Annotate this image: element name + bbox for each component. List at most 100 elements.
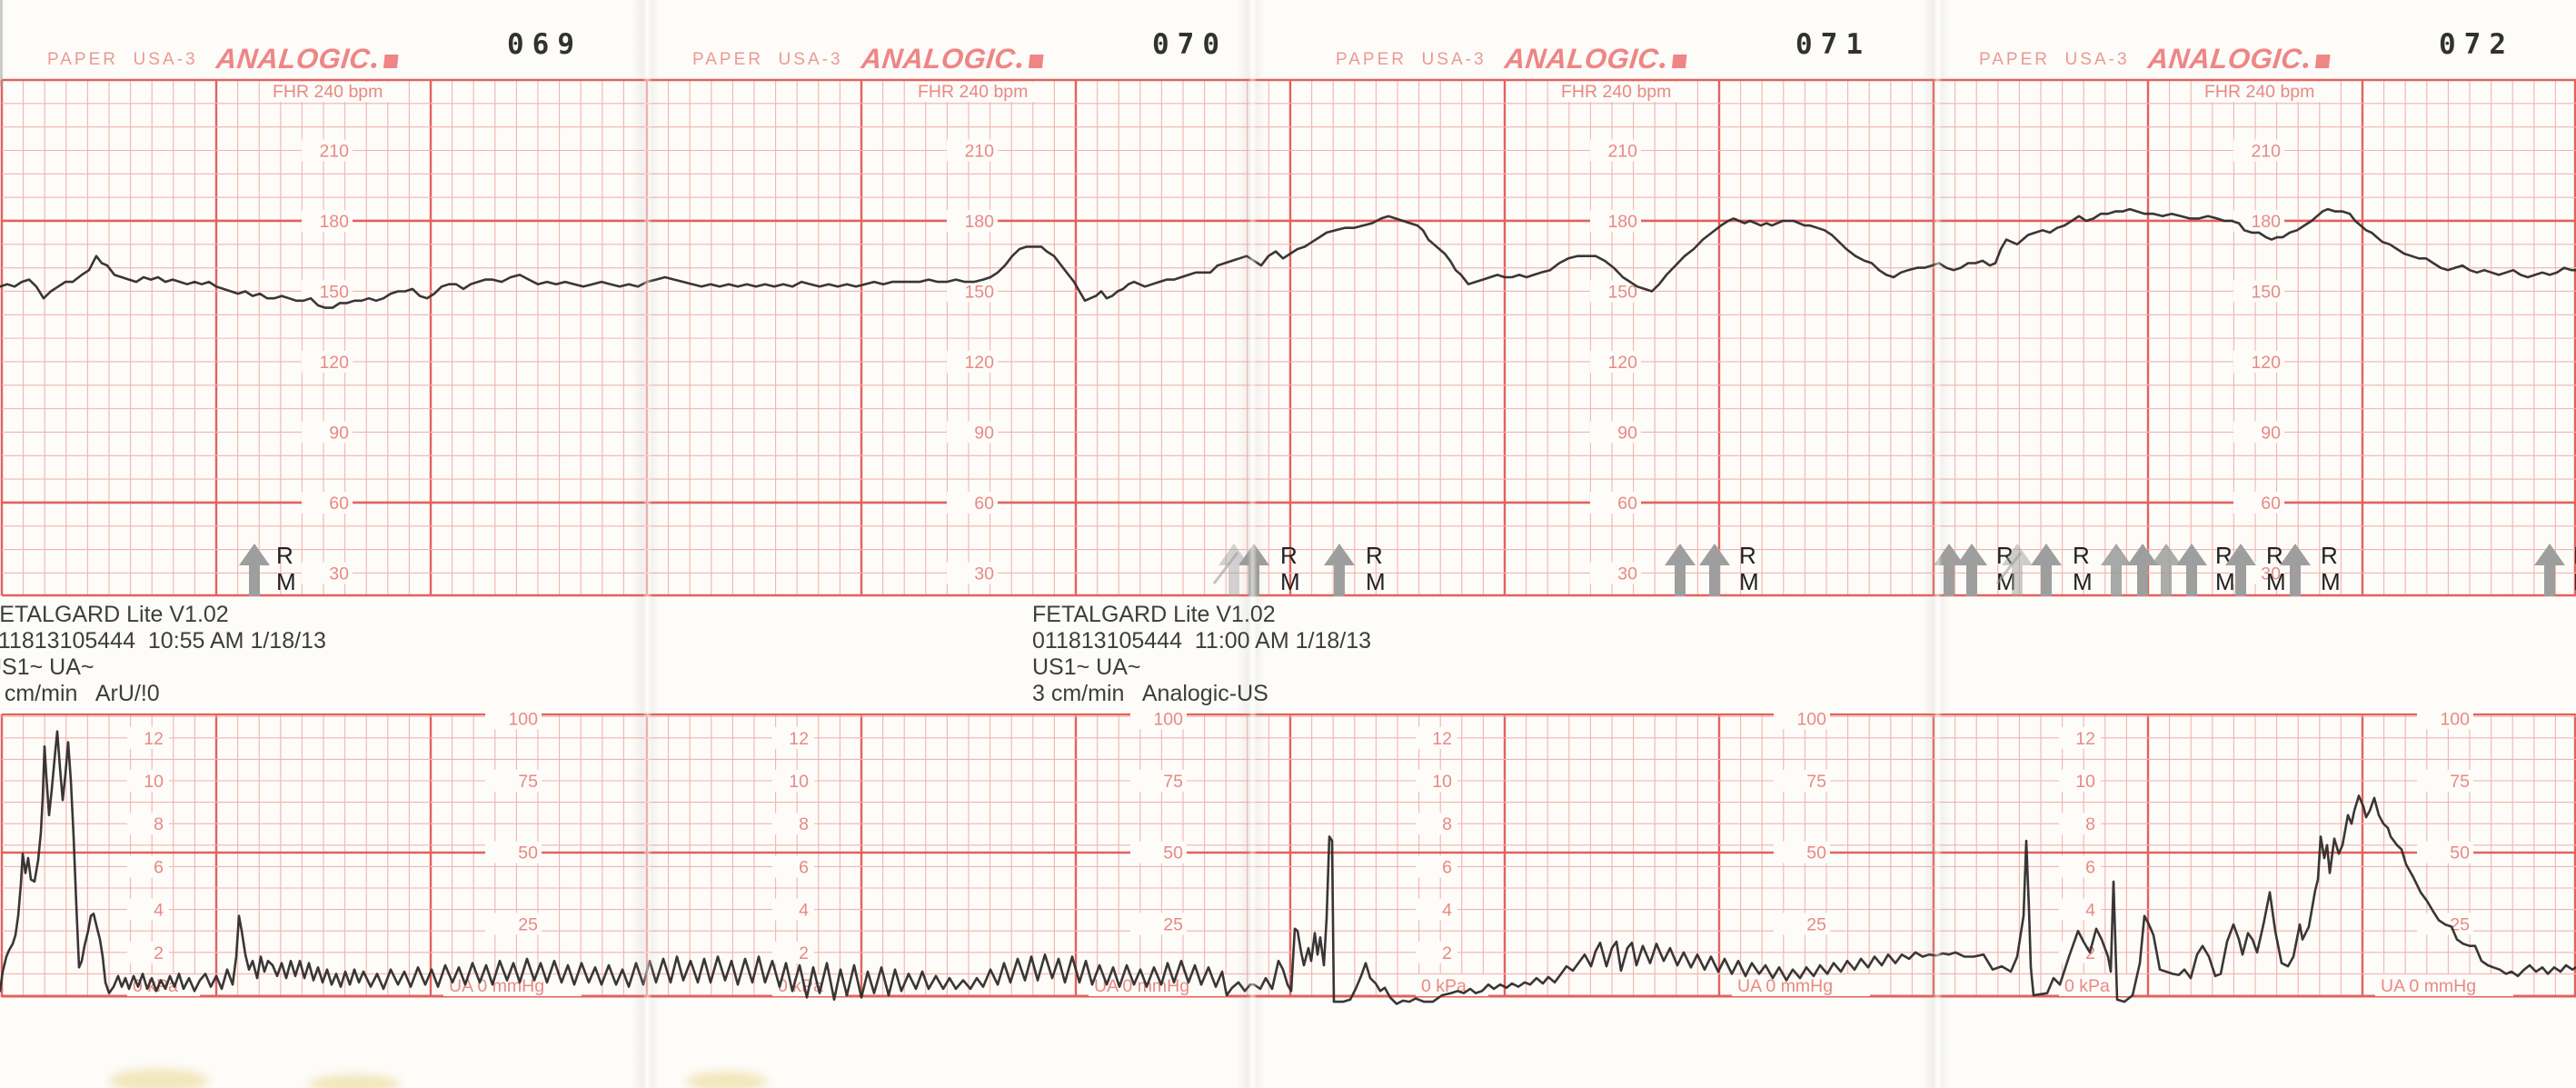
- ua-kpa-tick: 10: [144, 772, 164, 792]
- ua-mmhg-tick: 100: [508, 709, 538, 729]
- device-info-block: FETALGARD Lite V1.02 011813105444 11:00 A…: [1032, 602, 1371, 707]
- ua-kpa-tick: 10: [1432, 772, 1452, 792]
- paper-type-label: PAPER USA-3: [1979, 50, 2130, 69]
- ua-kpa-tick: 12: [2075, 729, 2095, 749]
- fhr-axis-tick: 180: [319, 212, 349, 232]
- fhr-axis-tick: 180: [964, 212, 994, 232]
- ua-mmhg-tick: 75: [2450, 772, 2470, 792]
- analogic-logo: ANALOGIC: [2146, 43, 2332, 75]
- fhr-trace: [0, 207, 2576, 309]
- ua-kpa-tick: 6: [799, 857, 809, 877]
- fhr-axis-tick: 150: [2251, 282, 2281, 302]
- ua-mmhg-tick: 50: [518, 843, 538, 863]
- ua-kpa-tick: 10: [789, 772, 809, 792]
- ua-kpa-tick: 2: [154, 943, 164, 963]
- grid-lines: [0, 78, 2576, 998]
- analogic-logo: ANALOGIC: [214, 43, 400, 75]
- device-info-line: US1~ UA~: [1032, 654, 1141, 680]
- ua-kpa-tick: 4: [2085, 901, 2095, 921]
- paper-stain: [109, 1069, 209, 1088]
- logo-square-icon: [2315, 55, 2331, 68]
- fhr-axis-tick: 120: [319, 353, 349, 373]
- device-info-line: 3 cm/min Analogic-US: [1032, 681, 1268, 706]
- fhr-axis-tick: 60: [974, 494, 994, 514]
- ua-mmhg-tick: 75: [518, 772, 538, 792]
- ua-kpa-tick: 2: [1442, 943, 1452, 963]
- event-arrow-up-icon: [2176, 544, 2207, 596]
- fhr-axis-tick: 210: [2251, 141, 2281, 161]
- event-mark-r-label: R: [2321, 542, 2338, 569]
- ua-mmhg-tick: 25: [2450, 914, 2470, 934]
- paper-crease: [1923, 0, 1950, 1088]
- ua-mmhg-tick: 75: [1806, 772, 1826, 792]
- registered-dot-icon: [371, 63, 377, 68]
- ua-mmhg-zero-label: UA 0 mmHg: [2381, 976, 2476, 996]
- logo-square-icon: [1672, 55, 1687, 68]
- ua-kpa-tick: 8: [799, 814, 809, 834]
- fhr-axis-title: FHR 240 bpm: [918, 82, 1028, 102]
- ua-mmhg-tick: 25: [1806, 914, 1826, 934]
- event-mark-r-label: R: [276, 542, 293, 569]
- fhr-axis-tick: 150: [319, 282, 349, 302]
- event-mark-m-label: M: [1366, 568, 1386, 595]
- ua-kpa-tick: 4: [799, 901, 809, 921]
- paper-stain: [686, 1072, 768, 1088]
- paper-stain: [309, 1074, 400, 1088]
- event-mark-r-label: R: [1739, 542, 1756, 569]
- ua-kpa-tick: 6: [2085, 857, 2095, 877]
- fhr-axis-tick: 60: [2261, 494, 2281, 514]
- ua-kpa-tick: 2: [799, 943, 809, 963]
- event-arrow-up-icon: [239, 544, 270, 596]
- fhr-axis-tick: 30: [1617, 564, 1637, 584]
- device-info-line: FETALGARD Lite V1.02: [0, 602, 229, 627]
- page-number: 069: [507, 28, 582, 61]
- fhr-axis-title: FHR 240 bpm: [2204, 82, 2314, 102]
- event-mark-r-label: R: [2266, 542, 2283, 569]
- event-mark-r-label: R: [1366, 542, 1383, 569]
- event-arrow-up-icon: [2127, 544, 2158, 596]
- paper-type-label: PAPER USA-3: [47, 50, 198, 69]
- ua-kpa-tick: 10: [2075, 772, 2095, 792]
- ua-kpa-zero-label: 0 kPa: [2064, 976, 2110, 996]
- fhr-axis-tick: 90: [2261, 423, 2281, 443]
- ua-kpa-tick: 12: [144, 729, 164, 749]
- fhr-axis-tick: 60: [329, 494, 349, 514]
- analogic-logo-text: ANALOGIC: [860, 43, 1018, 75]
- ua-kpa-tick: 8: [1442, 814, 1452, 834]
- ua-mmhg-tick: 100: [2440, 709, 2470, 729]
- fhr-axis-tick: 210: [964, 141, 994, 161]
- page-number: 071: [1795, 28, 1871, 61]
- registered-dot-icon: [1659, 63, 1666, 68]
- fhr-axis-tick: 180: [2251, 212, 2281, 232]
- ua-mmhg-tick: 50: [2450, 843, 2470, 863]
- ua-kpa-tick: 12: [1432, 729, 1452, 749]
- event-mark-r-label: R: [2573, 542, 2576, 569]
- ua-mmhg-tick: 100: [1796, 709, 1826, 729]
- ua-mmhg-tick: 75: [1163, 772, 1183, 792]
- device-info-block: FETALGARD Lite V1.02 011813105444 10:55 A…: [0, 602, 326, 707]
- event-mark-m-label: M: [2321, 568, 2341, 595]
- device-info-line: 3 cm/min ArU/!0: [0, 681, 160, 706]
- event-arrow-up-icon: [2225, 544, 2256, 596]
- ua-mmhg-tick: 50: [1163, 843, 1183, 863]
- fhr-axis-tick: 120: [964, 353, 994, 373]
- ua-mmhg-tick: 25: [1163, 914, 1183, 934]
- registered-dot-icon: [2302, 63, 2309, 68]
- event-mark-m-label: M: [1739, 568, 1759, 595]
- event-mark-m-label: M: [2266, 568, 2286, 595]
- ua-mmhg-tick: 100: [1153, 709, 1183, 729]
- event-arrow-up-icon: [2151, 544, 2182, 596]
- analogic-logo-text: ANALOGIC: [2146, 43, 2304, 75]
- event-mark-r-label: R: [2073, 542, 2090, 569]
- fhr-axis-tick: 90: [329, 423, 349, 443]
- ua-mmhg-tick: 50: [1806, 843, 1826, 863]
- event-mark-m-label: M: [2573, 568, 2576, 595]
- device-info-line: 011813105444 10:55 AM 1/18/13: [0, 628, 326, 654]
- ua-kpa-tick: 12: [789, 729, 809, 749]
- fhr-axis-tick: 210: [319, 141, 349, 161]
- fhr-axis-tick: 120: [2251, 353, 2281, 373]
- event-arrow-up-icon: [2031, 544, 2062, 596]
- fhr-axis-tick: 150: [1607, 282, 1637, 302]
- fhr-axis-tick: 60: [1617, 494, 1637, 514]
